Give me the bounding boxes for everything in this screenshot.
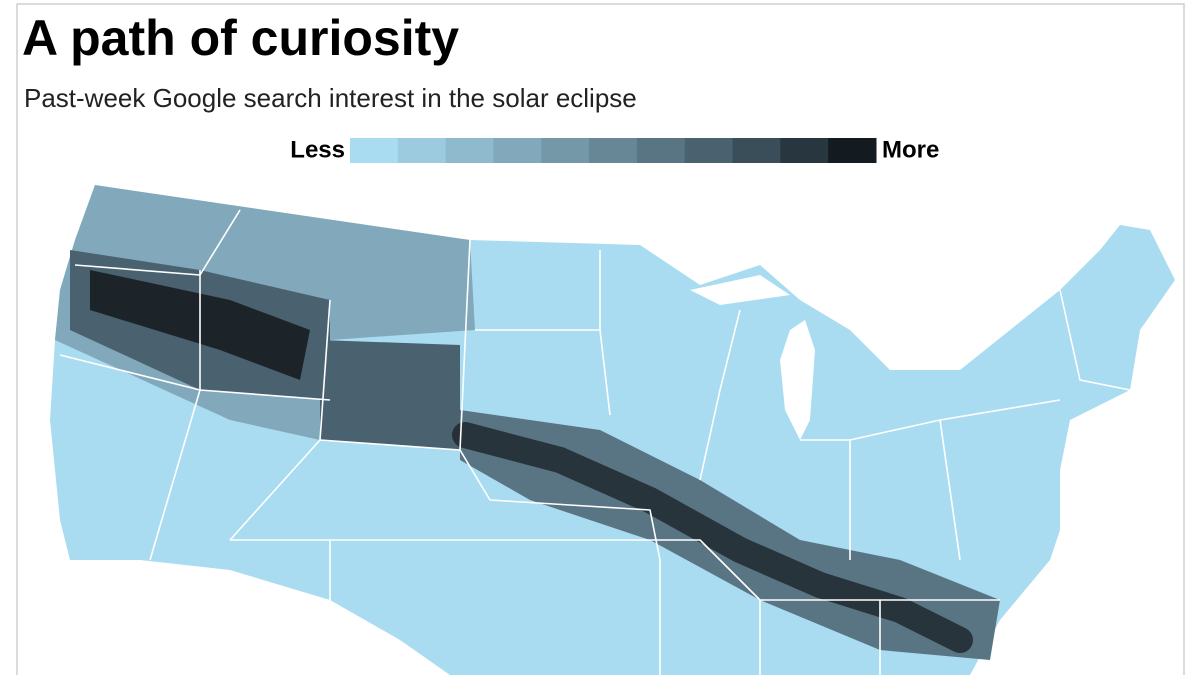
legend-swatch: [445, 138, 494, 163]
lake-superior: [690, 275, 790, 305]
legend-low: Less: [290, 136, 345, 163]
legend-swatch: [541, 138, 590, 163]
legend-swatch: [828, 138, 877, 163]
legend-swatch: [589, 138, 638, 163]
lake-michigan: [780, 320, 815, 440]
legend-swatch: [636, 138, 686, 163]
legend-swatch: [732, 138, 781, 163]
legend-swatch: [780, 138, 829, 163]
legend-swatch: [397, 138, 447, 163]
legend: Less More: [290, 136, 939, 163]
title: A path of curiosity: [22, 10, 459, 66]
legend-swatch: [350, 138, 399, 163]
central-core: [452, 422, 973, 653]
wyoming-band: [320, 340, 460, 450]
state-lines: [59, 209, 1131, 675]
legend-swatch: [684, 138, 734, 163]
subtitle: Past-week Google search interest in the …: [24, 83, 637, 113]
legend-high: More: [882, 136, 939, 163]
legend-swatch: [493, 138, 542, 163]
map: [50, 185, 1175, 675]
